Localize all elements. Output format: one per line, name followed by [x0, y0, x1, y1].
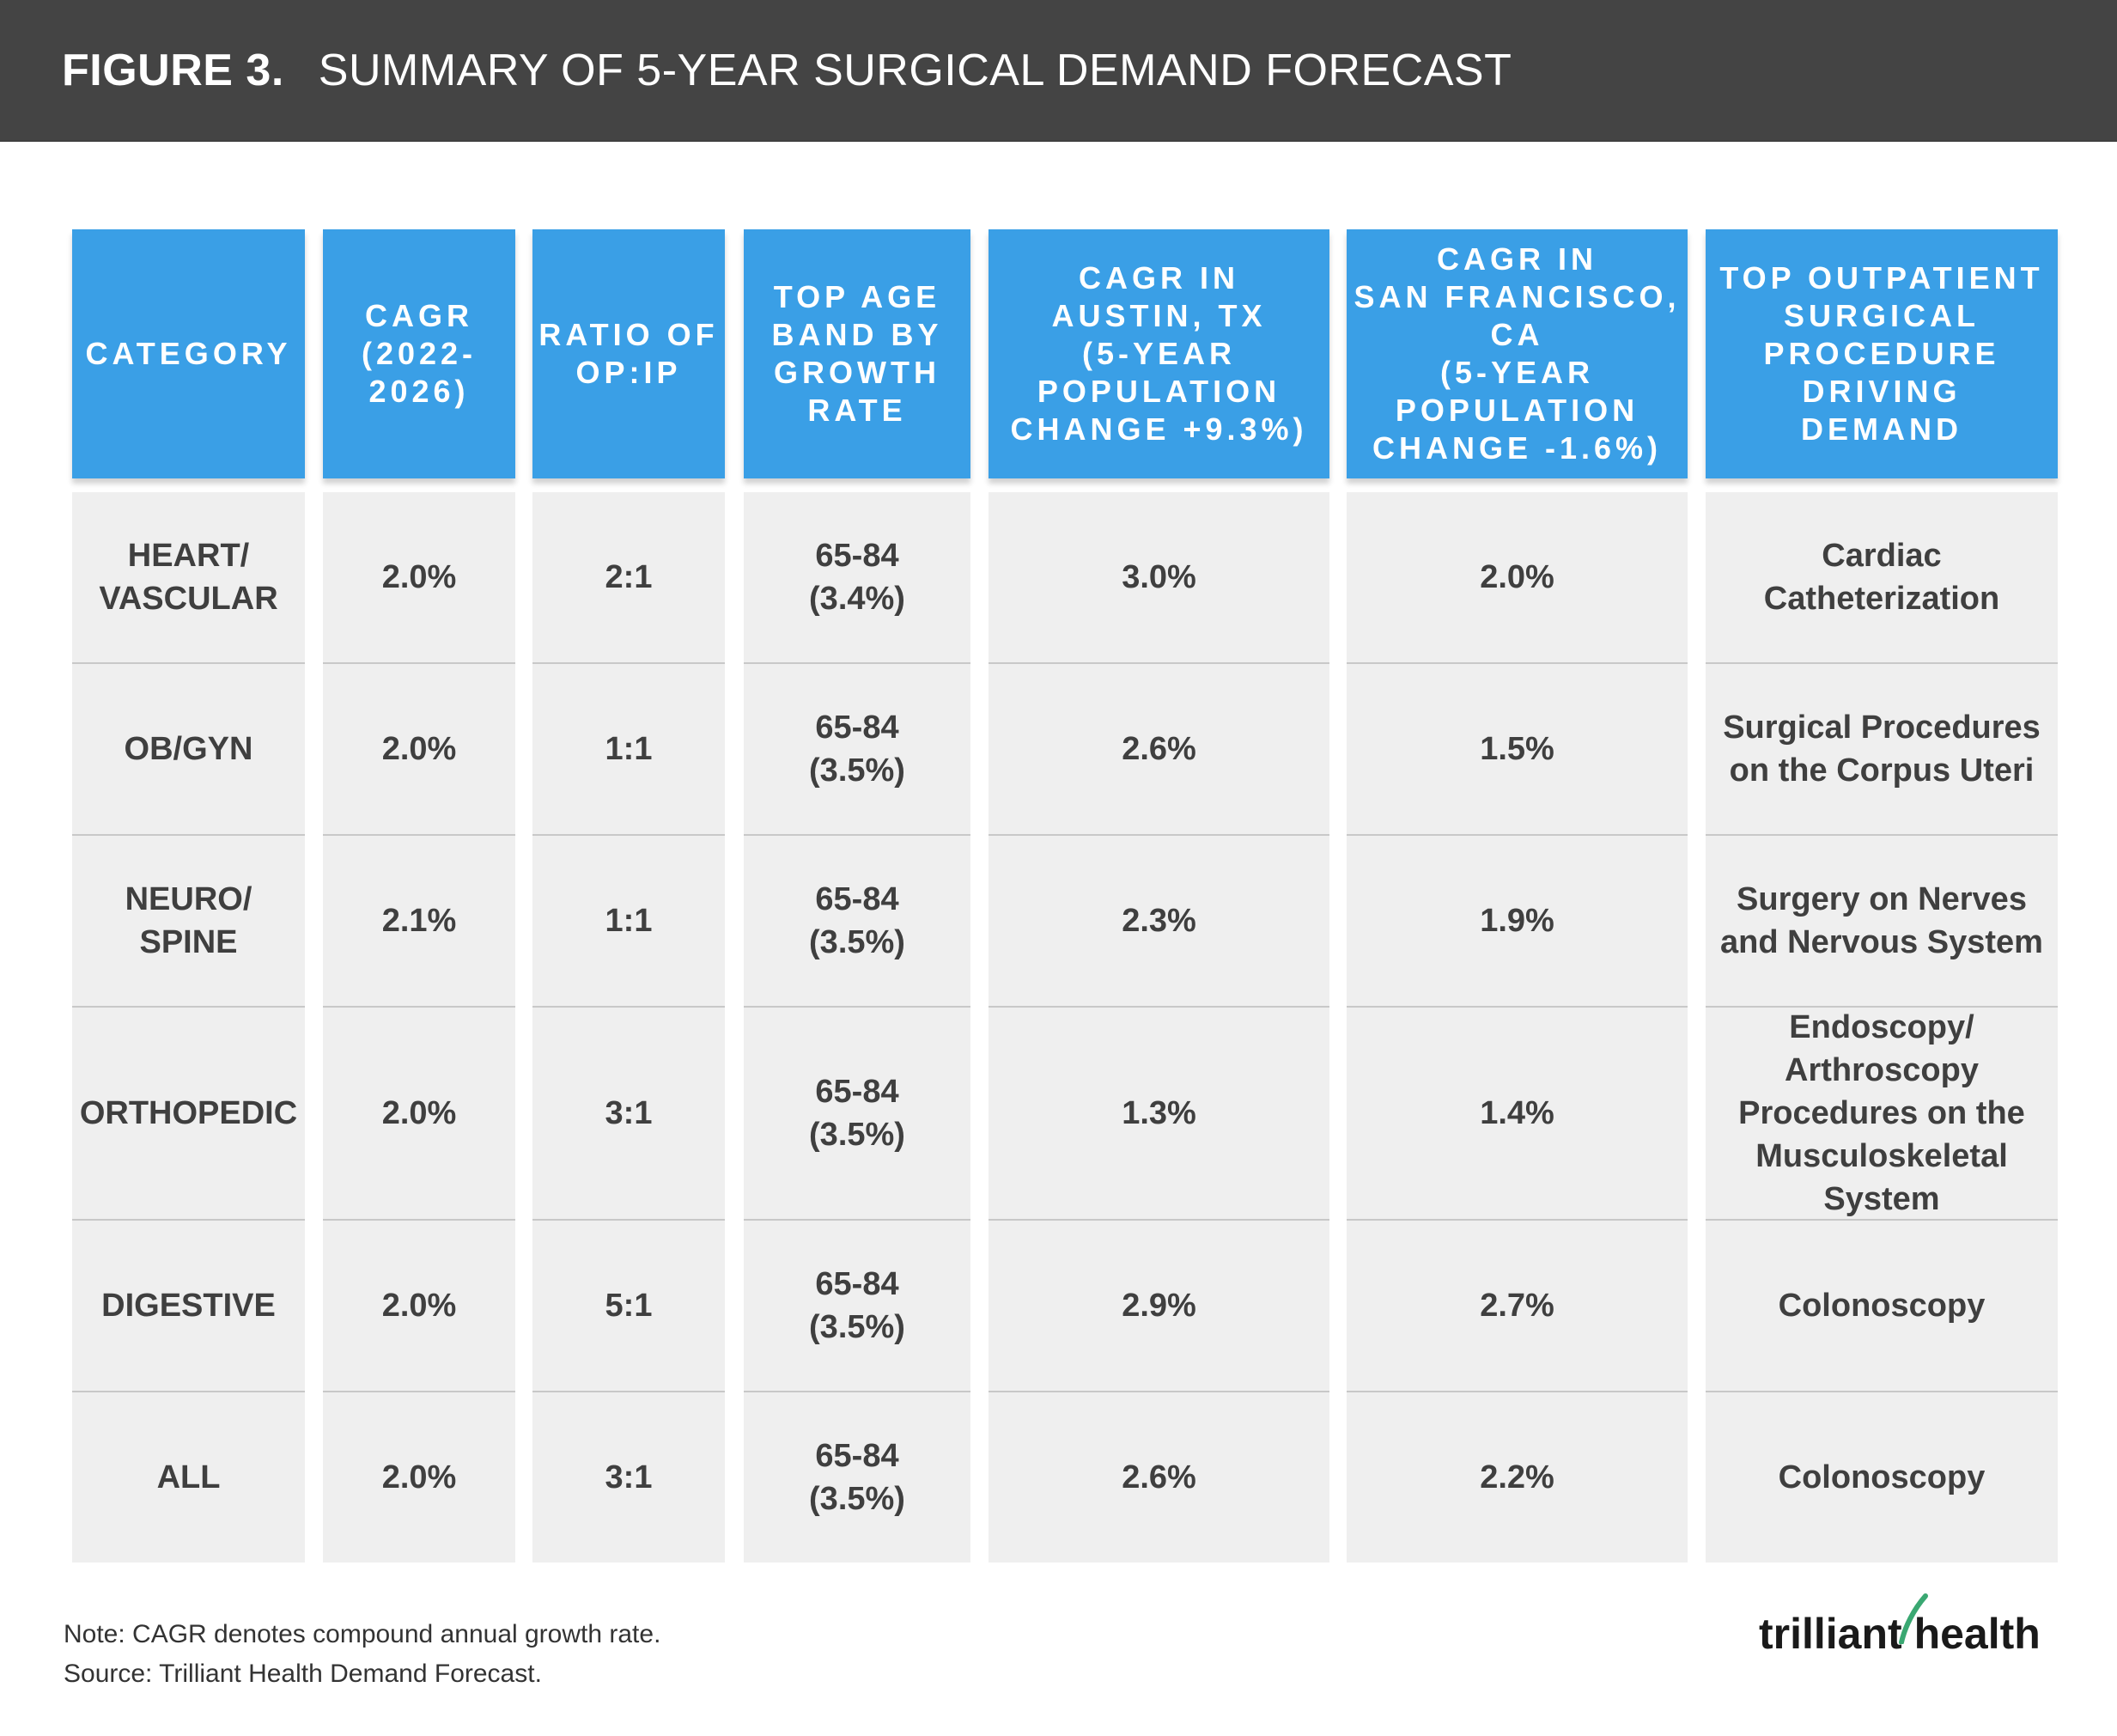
- figure-title: SUMMARY OF 5-YEAR SURGICAL DEMAND FORECA…: [318, 46, 1512, 95]
- table-cell: OB/GYN: [72, 662, 305, 834]
- table-cell: 3:1: [532, 1006, 725, 1219]
- table-cell: 65-84 (3.5%): [744, 1391, 970, 1562]
- column-cells: 2:1 1:1 1:1 3:1 5:1 3:1: [532, 492, 725, 1562]
- column-category: CATEGORY HEART/ VASCULAR OB/GYN NEURO/ SPIN…: [72, 229, 305, 1562]
- title-bar: FIGURE 3. SUMMARY OF 5-YEAR SURGICAL DEM…: [0, 0, 2117, 142]
- column-header-austin: CAGR IN AUSTIN, TX (5-YEAR POPULATION CH…: [989, 229, 1329, 478]
- trilliant-health-logo: trilliant health: [1759, 1593, 2059, 1668]
- column-san-francisco: CAGR IN SAN FRANCISCO, CA (5-YEAR POPULA…: [1347, 229, 1688, 1562]
- table-cell: HEART/ VASCULAR: [99, 538, 278, 617]
- table-cell: ALL: [72, 1391, 305, 1562]
- table-cell: 65-84 (3.4%): [809, 538, 905, 617]
- column-cells: Cardiac Catheterization Surgical Procedur…: [1706, 492, 2058, 1562]
- column-cells: 2.0% 2.0% 2.1% 2.0% 2.0% 2.0%: [323, 492, 515, 1562]
- table-cell: 1:1: [532, 834, 725, 1006]
- table-cell: 2.0%: [1480, 559, 1554, 595]
- footnote: Note: CAGR denotes compound annual growt…: [64, 1620, 661, 1688]
- table-cell: 65-84 (3.5%): [744, 1219, 970, 1391]
- column-cells: 65-84 (3.4%) 65-84 (3.5%) 65-84 (3.5%) 65-8…: [744, 492, 970, 1562]
- column-header-ratio: RATIO OF OP:IP: [532, 229, 725, 478]
- table-cell: 1.3%: [989, 1006, 1329, 1219]
- logo-text: trilliant health: [1759, 1610, 2041, 1658]
- column-ratio: RATIO OF OP:IP 2:1 1:1 1:1 3:1 5:1 3:1: [532, 229, 725, 1562]
- table-cell: 1.9%: [1347, 834, 1688, 1006]
- table-cell: 2.9%: [989, 1219, 1329, 1391]
- column-top-procedure: TOP OUTPATIENT SURGICAL PROCEDURE DRIVIN…: [1706, 229, 2058, 1562]
- column-age-band: TOP AGE BAND BY GROWTH RATE 65-84 (3.4%) 6…: [744, 229, 970, 1562]
- column-cells: HEART/ VASCULAR OB/GYN NEURO/ SPINE ORTHOPE…: [72, 492, 305, 1562]
- table-cell: 2.6%: [989, 662, 1329, 834]
- table-cell: 65-84 (3.5%): [744, 834, 970, 1006]
- table-cell: 65-84 (3.5%): [744, 662, 970, 834]
- column-header-top-procedure: TOP OUTPATIENT SURGICAL PROCEDURE DRIVIN…: [1706, 229, 2058, 478]
- table-cell: NEURO/ SPINE: [72, 834, 305, 1006]
- table-cell: 2.2%: [1347, 1391, 1688, 1562]
- column-header-age-band: TOP AGE BAND BY GROWTH RATE: [744, 229, 970, 478]
- table-cell: 2.0%: [381, 559, 457, 595]
- column-cells: 2.0% 1.5% 1.9% 1.4% 2.7% 2.2%: [1347, 492, 1688, 1562]
- column-cagr: CAGR (2022- 2026) 2.0% 2.0% 2.1% 2.0% 2.0% 2.0…: [323, 229, 515, 1562]
- table-cell: Colonoscopy: [1706, 1219, 2058, 1391]
- table-cell: 1.4%: [1347, 1006, 1688, 1219]
- table-cell: 2:1: [605, 559, 653, 595]
- column-header-cagr: CAGR (2022- 2026): [323, 229, 515, 478]
- column-austin: CAGR IN AUSTIN, TX (5-YEAR POPULATION CH…: [989, 229, 1329, 1562]
- table-cell: Cardiac Catheterization: [1763, 538, 2000, 617]
- table-cell: 2.1%: [323, 834, 515, 1006]
- column-header-san-francisco: CAGR IN SAN FRANCISCO, CA (5-YEAR POPULA…: [1347, 229, 1688, 478]
- column-cells: 3.0% 2.6% 2.3% 1.3% 2.9% 2.6%: [989, 492, 1329, 1562]
- table-cell: 2.0%: [323, 1006, 515, 1219]
- table-cell: 3:1: [532, 1391, 725, 1562]
- table-cell: Surgery on Nerves and Nervous System: [1706, 834, 2058, 1006]
- table-cell: 65-84 (3.5%): [744, 1006, 970, 1219]
- figure-label: FIGURE 3.: [62, 46, 284, 95]
- table-cell: 1:1: [532, 662, 725, 834]
- table-cell: DIGESTIVE: [72, 1219, 305, 1391]
- logo-swoosh-icon: [1899, 1593, 1928, 1644]
- table-cell: ORTHOPEDIC: [72, 1006, 305, 1219]
- table-cell: 2.3%: [989, 834, 1329, 1006]
- table-cell: 2.6%: [989, 1391, 1329, 1562]
- table-cell: Colonoscopy: [1706, 1391, 2058, 1562]
- table-cell: 2.0%: [323, 662, 515, 834]
- table-cell: 2.0%: [323, 1391, 515, 1562]
- table-cell: 2.7%: [1347, 1219, 1688, 1391]
- table-cell: Surgical Procedures on the Corpus Uteri: [1706, 662, 2058, 834]
- table-cell: 5:1: [532, 1219, 725, 1391]
- table-cell: 3.0%: [1122, 559, 1196, 595]
- table-cell: 1.5%: [1347, 662, 1688, 834]
- table-cell: 2.0%: [323, 1219, 515, 1391]
- column-header-category: CATEGORY: [72, 229, 305, 478]
- table-cell: Endoscopy/ Arthroscopy Procedures on the…: [1706, 1006, 2058, 1219]
